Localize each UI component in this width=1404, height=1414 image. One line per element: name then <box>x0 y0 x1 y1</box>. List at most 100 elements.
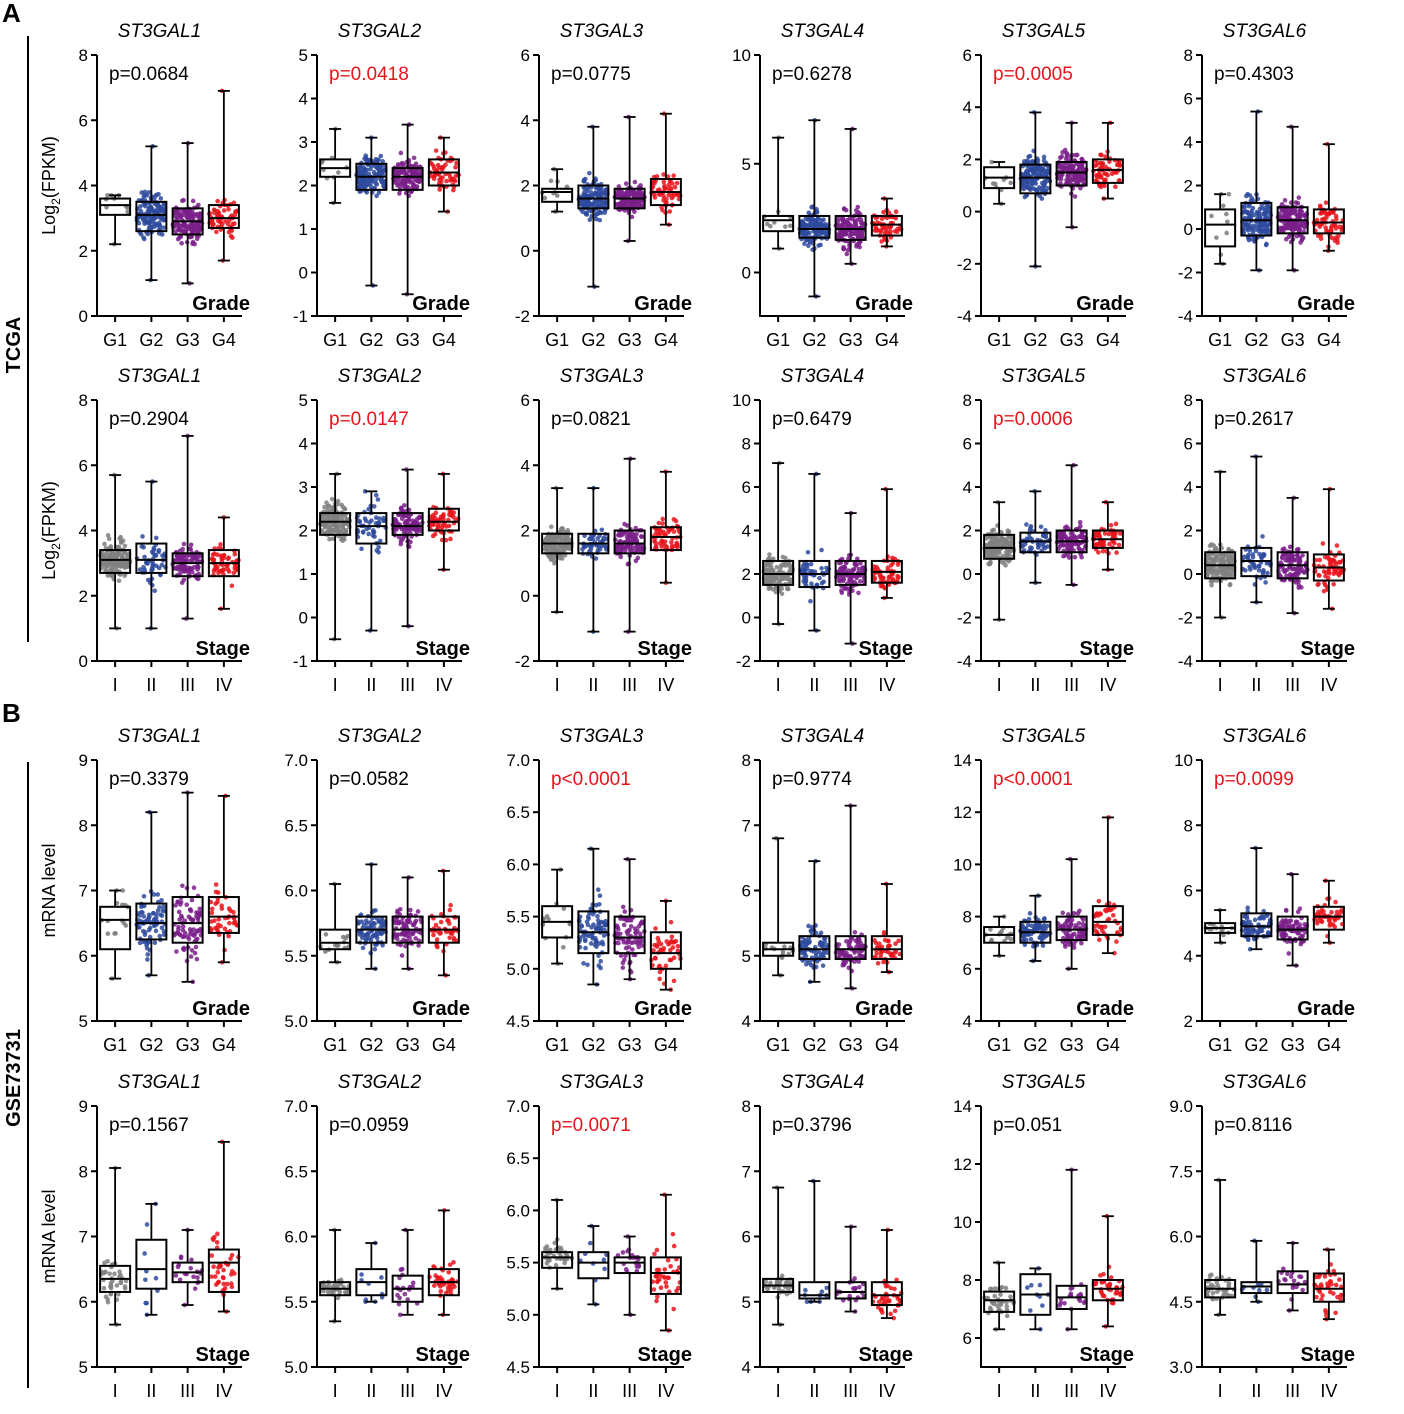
data-point <box>402 179 408 185</box>
dots-g4 <box>1091 120 1123 201</box>
data-point <box>845 247 851 253</box>
box-g1 <box>99 905 132 951</box>
y-tick-label: -2 <box>1178 609 1193 628</box>
y-tick-label: 2 <box>963 522 972 541</box>
data-point <box>1078 185 1083 191</box>
data-point <box>770 578 776 583</box>
data-point <box>215 552 220 557</box>
data-point <box>856 590 861 596</box>
x-tick-label: G3 <box>396 330 420 350</box>
data-point <box>173 210 179 216</box>
dots-g1 <box>103 192 130 247</box>
data-point <box>633 558 639 564</box>
data-point <box>1078 523 1083 529</box>
data-point <box>373 515 379 520</box>
data-point <box>1279 555 1285 561</box>
data-point <box>181 541 187 547</box>
data-point <box>179 580 185 585</box>
y-tick-label: -2 <box>515 307 530 326</box>
data-point <box>1008 180 1014 186</box>
data-point <box>674 180 680 186</box>
data-point <box>122 573 127 579</box>
data-point <box>1295 213 1301 218</box>
y-tick-label: 0 <box>299 264 308 283</box>
data-point <box>156 204 162 210</box>
data-point <box>187 567 192 572</box>
p-value: p=0.3379 <box>109 769 189 790</box>
data-point <box>800 219 806 225</box>
data-point <box>1226 191 1232 197</box>
data-point <box>1061 165 1067 171</box>
data-point <box>1281 567 1286 573</box>
data-point <box>624 544 630 550</box>
data-point <box>584 212 590 217</box>
data-point <box>448 178 453 183</box>
data-point <box>1246 203 1252 209</box>
data-point <box>854 242 860 247</box>
x-tick-label: III <box>1285 675 1300 695</box>
data-point <box>373 492 379 498</box>
data-point <box>399 181 405 187</box>
y-axis-label: Log2(FPKM) <box>39 136 63 235</box>
data-point <box>598 191 603 197</box>
data-point <box>1103 171 1109 177</box>
y-tick-label: 5 <box>299 46 308 65</box>
data-point <box>804 561 810 567</box>
data-point <box>454 160 459 166</box>
box-g3 <box>391 167 424 191</box>
data-point <box>632 209 637 215</box>
data-point <box>846 568 852 573</box>
data-point <box>671 529 677 534</box>
y-tick-label: 8 <box>1184 391 1193 410</box>
data-point <box>1243 568 1248 573</box>
data-point <box>1028 524 1034 529</box>
data-point <box>148 224 154 230</box>
chart-title: ST3GAL6 <box>1223 366 1307 387</box>
y-tick-label: 1 <box>299 565 308 584</box>
corner-label: Grade <box>1297 293 1355 315</box>
y-axis-label-base: Log <box>39 550 59 580</box>
data-point <box>847 577 852 582</box>
data-point <box>195 564 201 570</box>
data-point <box>884 229 890 235</box>
data-point <box>653 531 658 537</box>
data-point <box>1008 535 1014 541</box>
data-point <box>855 217 861 223</box>
data-point <box>1243 226 1249 232</box>
data-point <box>805 549 811 555</box>
data-point <box>444 178 449 184</box>
x-tick-label: G4 <box>1317 330 1341 350</box>
y-tick-label: -2 <box>736 652 751 671</box>
y-axis-label: mRNA level <box>39 843 59 937</box>
data-point <box>1265 570 1270 576</box>
data-point <box>1327 210 1333 216</box>
y-tick-label: 0 <box>742 609 751 628</box>
data-point <box>1064 150 1069 156</box>
data-point <box>363 518 369 524</box>
data-point <box>142 218 148 224</box>
data-point <box>378 153 384 159</box>
data-point <box>1058 176 1064 182</box>
data-point <box>819 547 824 553</box>
data-point <box>381 515 386 521</box>
data-point <box>191 553 197 559</box>
data-point <box>813 218 818 224</box>
data-point <box>808 598 813 604</box>
data-point <box>818 221 824 226</box>
data-point <box>809 204 814 210</box>
data-point <box>142 554 147 560</box>
y-tick-label: 4 <box>1184 478 1193 497</box>
data-point <box>623 181 629 186</box>
y-tick-label: 8 <box>79 391 88 410</box>
data-point <box>581 178 587 184</box>
data-point <box>1075 167 1081 173</box>
data-point <box>380 180 385 185</box>
data-point <box>1323 573 1328 579</box>
y-tick-label: 8 <box>79 46 88 65</box>
y-tick-label: -1 <box>293 307 308 326</box>
data-point <box>1028 167 1033 173</box>
x-tick-label: III <box>622 675 637 695</box>
data-point <box>1102 531 1108 536</box>
data-point <box>1098 174 1104 179</box>
